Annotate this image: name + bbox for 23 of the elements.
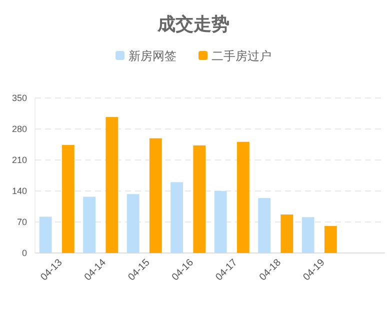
y-tick-label: 350 <box>12 92 27 103</box>
bar <box>149 138 162 253</box>
bar <box>83 196 96 253</box>
y-tick-label: 280 <box>12 124 27 134</box>
legend-label: 新房网签 <box>128 49 176 63</box>
bar <box>39 216 52 253</box>
legend-label: 二手房过户 <box>212 49 272 63</box>
chart-title: 成交走势 <box>156 14 230 34</box>
bar <box>214 191 227 253</box>
bar <box>193 145 206 253</box>
bar <box>170 182 184 253</box>
bar <box>62 144 74 253</box>
bar <box>324 226 337 253</box>
bar <box>126 194 140 253</box>
y-tick-label: 70 <box>16 216 27 227</box>
y-tick-label: 0 <box>22 248 27 258</box>
y-tick-label: 140 <box>12 186 27 196</box>
y-tick-label: 210 <box>12 154 27 165</box>
bar <box>280 214 294 253</box>
bar <box>258 198 271 253</box>
bar <box>302 217 314 253</box>
bar <box>106 117 118 253</box>
bar <box>236 142 250 253</box>
